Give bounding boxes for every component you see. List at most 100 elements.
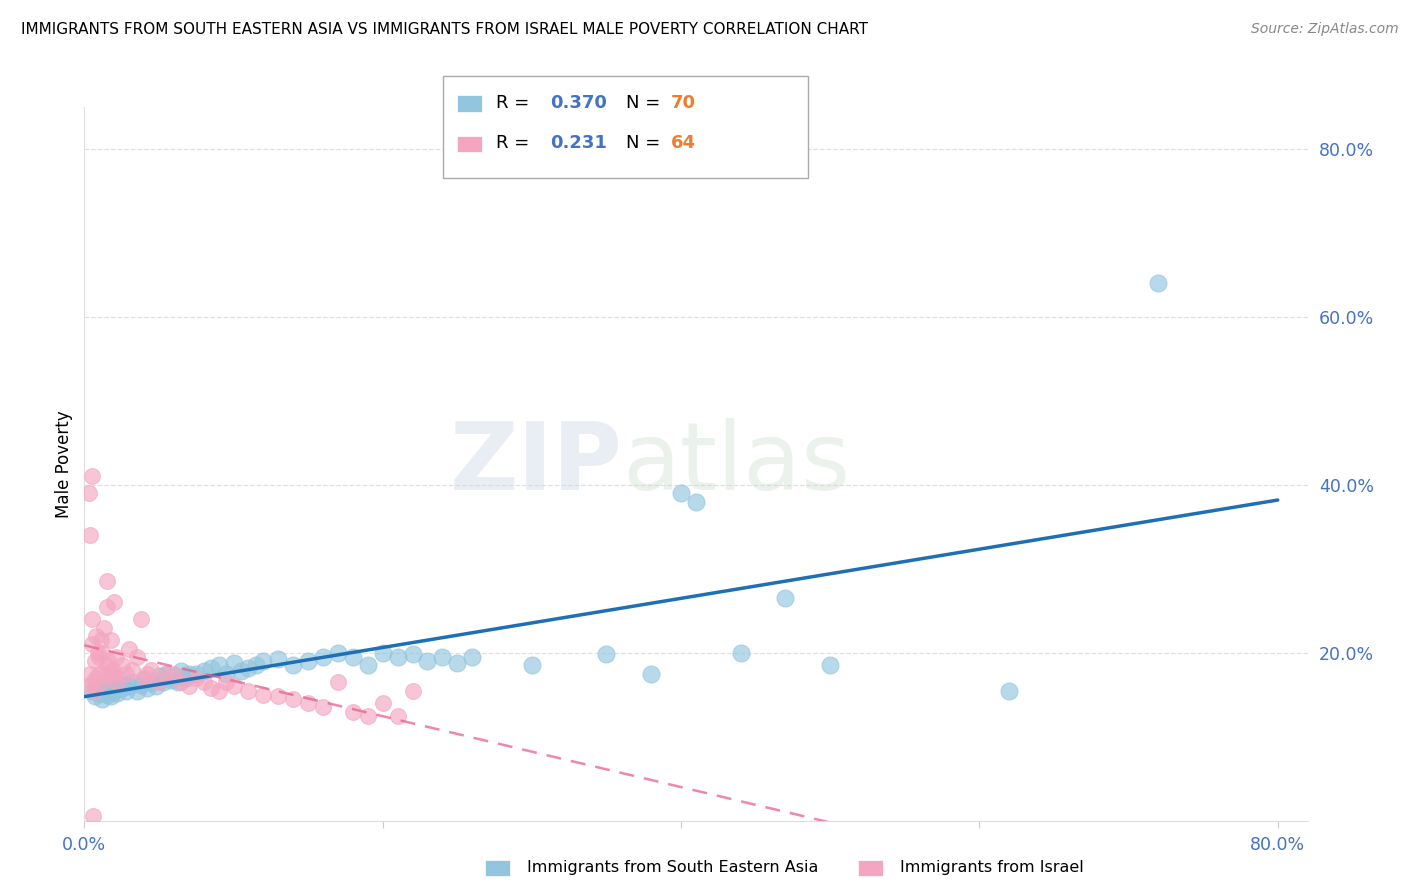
- Point: [93, 621, 115, 635]
- Point: [77, 486, 100, 500]
- Point: [252, 654, 274, 668]
- Point: [207, 683, 229, 698]
- Point: [229, 664, 252, 678]
- Point: [79, 666, 101, 681]
- Point: [97, 654, 120, 668]
- Point: [98, 666, 121, 681]
- Point: [89, 686, 111, 700]
- Point: [416, 654, 439, 668]
- Point: [730, 646, 752, 660]
- Point: [84, 671, 107, 685]
- Point: [177, 666, 200, 681]
- Point: [96, 658, 118, 673]
- Point: [998, 683, 1021, 698]
- Point: [83, 654, 105, 668]
- Text: N =: N =: [626, 94, 665, 112]
- Point: [111, 681, 134, 695]
- Point: [163, 669, 186, 683]
- Point: [112, 678, 135, 692]
- Point: [207, 658, 229, 673]
- Point: [685, 494, 707, 508]
- Point: [141, 663, 163, 677]
- Point: [121, 663, 143, 677]
- Point: [129, 612, 152, 626]
- Point: [79, 528, 101, 542]
- Point: [215, 675, 238, 690]
- Text: IMMIGRANTS FROM SOUTH EASTERN ASIA VS IMMIGRANTS FROM ISRAEL MALE POVERTY CORREL: IMMIGRANTS FROM SOUTH EASTERN ASIA VS IM…: [21, 22, 868, 37]
- Point: [97, 683, 120, 698]
- Point: [186, 671, 208, 685]
- Point: [96, 688, 118, 702]
- Point: [1147, 277, 1170, 291]
- Point: [93, 681, 115, 695]
- Point: [155, 666, 177, 681]
- Text: Source: ZipAtlas.com: Source: ZipAtlas.com: [1251, 22, 1399, 37]
- Point: [96, 673, 118, 687]
- Point: [200, 681, 222, 695]
- Point: [401, 648, 423, 662]
- Point: [669, 486, 692, 500]
- Point: [297, 696, 319, 710]
- Y-axis label: Male Poverty: Male Poverty: [55, 410, 73, 517]
- Point: [283, 692, 305, 706]
- Point: [174, 671, 197, 685]
- Point: [245, 658, 267, 673]
- Point: [446, 656, 468, 670]
- Point: [148, 675, 170, 690]
- Point: [170, 675, 193, 690]
- Point: [111, 658, 134, 673]
- Point: [82, 809, 104, 823]
- Point: [136, 681, 159, 695]
- Text: R =: R =: [496, 134, 536, 152]
- Point: [103, 595, 125, 609]
- Point: [252, 688, 274, 702]
- Point: [152, 675, 174, 690]
- Point: [640, 666, 662, 681]
- Point: [84, 679, 107, 693]
- Text: N =: N =: [626, 134, 665, 152]
- Point: [80, 637, 103, 651]
- Point: [136, 666, 159, 681]
- Point: [83, 683, 105, 698]
- Text: atlas: atlas: [623, 417, 851, 510]
- Point: [401, 683, 423, 698]
- Point: [80, 683, 103, 698]
- Point: [115, 683, 138, 698]
- Text: 64: 64: [671, 134, 696, 152]
- Point: [167, 675, 190, 690]
- Point: [222, 679, 245, 693]
- Text: Immigrants from Israel: Immigrants from Israel: [900, 860, 1084, 874]
- Point: [193, 675, 215, 690]
- Point: [520, 658, 543, 673]
- Point: [326, 646, 349, 660]
- Point: [222, 656, 245, 670]
- Point: [89, 666, 111, 681]
- Point: [96, 574, 118, 589]
- Point: [141, 675, 163, 690]
- Point: [87, 646, 110, 660]
- Point: [371, 646, 394, 660]
- Point: [101, 663, 124, 677]
- Point: [238, 661, 260, 675]
- Point: [80, 469, 103, 483]
- Point: [96, 599, 118, 614]
- Point: [115, 666, 138, 681]
- Point: [91, 692, 114, 706]
- Point: [77, 679, 100, 693]
- Point: [342, 649, 364, 664]
- Point: [312, 649, 335, 664]
- Point: [94, 666, 117, 681]
- Text: ZIP: ZIP: [450, 417, 623, 510]
- Point: [461, 649, 484, 664]
- Point: [91, 646, 114, 660]
- Point: [129, 678, 152, 692]
- Point: [595, 648, 617, 662]
- Point: [387, 708, 409, 723]
- Point: [118, 679, 141, 693]
- Point: [371, 696, 394, 710]
- Point: [357, 658, 380, 673]
- Point: [215, 666, 238, 681]
- Point: [186, 666, 208, 681]
- Text: 0.370: 0.370: [550, 94, 606, 112]
- Point: [160, 673, 183, 687]
